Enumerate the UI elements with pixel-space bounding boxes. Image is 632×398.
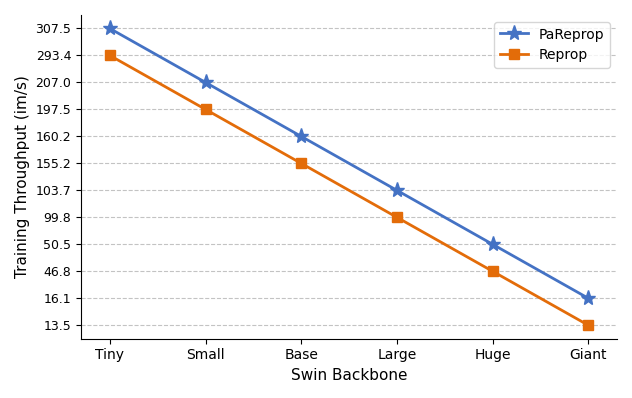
Reprop (106, 53, 114, 58)
Legend: PaReprop, Reprop: PaReprop, Reprop (494, 22, 610, 68)
Reprop (202, 107, 209, 112)
Reprop (489, 269, 496, 274)
PaReprop (489, 242, 496, 247)
Line: Reprop: Reprop (105, 51, 593, 330)
Reprop (298, 161, 305, 166)
PaReprop (393, 188, 401, 193)
PaReprop (106, 26, 114, 31)
Line: PaReprop: PaReprop (102, 21, 596, 306)
Y-axis label: Training Throughput (im/s): Training Throughput (im/s) (15, 76, 30, 278)
PaReprop (585, 296, 592, 300)
Reprop (393, 215, 401, 220)
PaReprop (298, 134, 305, 139)
X-axis label: Swin Backbone: Swin Backbone (291, 368, 408, 383)
PaReprop (202, 80, 209, 85)
Reprop (585, 323, 592, 328)
